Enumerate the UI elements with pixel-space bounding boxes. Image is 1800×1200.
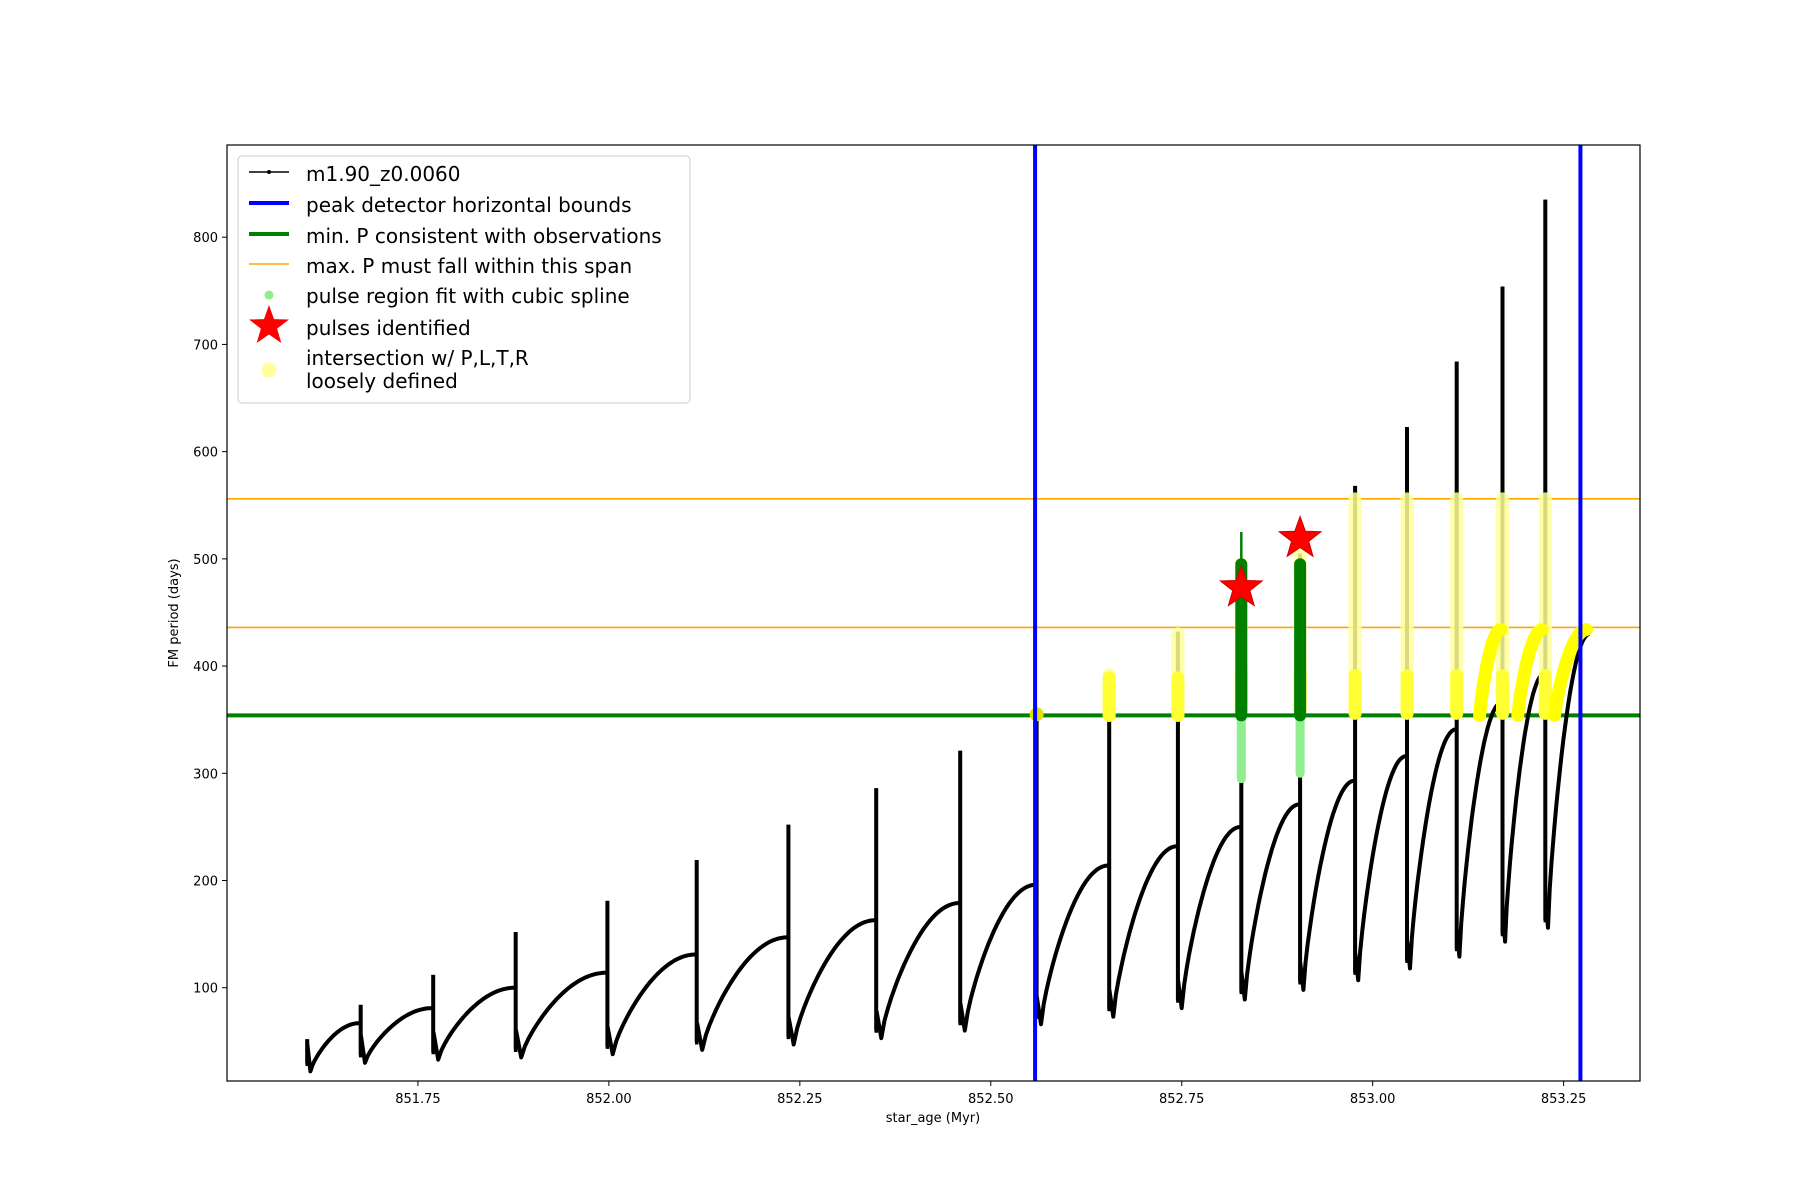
x-tick-label: 853.00 bbox=[1350, 1092, 1396, 1107]
legend-marker-intersection bbox=[261, 362, 277, 378]
track-segment bbox=[513, 932, 607, 1060]
legend-label-bounds: peak detector horizontal bounds bbox=[306, 193, 632, 217]
y-axis-label: FM period (days) bbox=[167, 558, 182, 667]
legend-box bbox=[237, 155, 691, 404]
x-tick-label: 853.25 bbox=[1541, 1092, 1587, 1107]
track-segment bbox=[694, 860, 788, 1052]
y-tick-label: 200 bbox=[193, 875, 218, 890]
x-tick-label: 851.75 bbox=[395, 1092, 441, 1107]
plot-area bbox=[227, 145, 1640, 1081]
y-axis-ticks: 100 200 300 400 500 600 700 800 bbox=[193, 231, 227, 997]
legend-label-pulses: pulses identified bbox=[306, 316, 471, 340]
y-tick-label: 700 bbox=[193, 338, 218, 353]
x-tick-label: 852.75 bbox=[1159, 1092, 1205, 1107]
x-axis-ticks: 851.75 852.00 852.25 852.50 852.75 853.00 853.… bbox=[395, 1081, 1586, 1107]
pulse-stars bbox=[1219, 515, 1323, 607]
y-tick-label: 600 bbox=[193, 446, 218, 461]
y-tick-label: 100 bbox=[193, 982, 218, 997]
legend-label-intersection-line2: loosely defined bbox=[306, 369, 458, 393]
track-segment bbox=[605, 900, 696, 1057]
track-segment bbox=[431, 974, 515, 1062]
track-segment bbox=[1353, 485, 1407, 983]
track-segment bbox=[958, 750, 1036, 1033]
track-segment bbox=[1107, 673, 1178, 1019]
track-segment bbox=[1034, 713, 1109, 1027]
y-tick-label: 800 bbox=[193, 231, 218, 246]
legend-label-min-period: min. P consistent with observations bbox=[306, 224, 662, 248]
track-segment bbox=[305, 1021, 360, 1074]
track-segment bbox=[1500, 286, 1545, 944]
x-axis-label: star_age (Myr) bbox=[886, 1111, 980, 1126]
pulse-star bbox=[1219, 564, 1264, 607]
bounds-lines bbox=[1033, 145, 1583, 1081]
intersection-curve bbox=[1473, 623, 1508, 722]
track-segment bbox=[786, 824, 876, 1047]
legend-marker-spline bbox=[264, 290, 274, 300]
y-tick-label: 500 bbox=[193, 553, 218, 568]
x-tick-label: 852.50 bbox=[968, 1092, 1014, 1107]
legend: m1.90_z0.0060 peak detector horizontal b… bbox=[237, 155, 691, 404]
track-segment bbox=[1239, 563, 1300, 1002]
legend-label-intersection: intersection w/ P,L,T,R bbox=[306, 346, 529, 370]
track-segment bbox=[1175, 631, 1241, 1011]
x-tick-label: 852.25 bbox=[777, 1092, 823, 1107]
legend-marker-pulses bbox=[249, 305, 289, 343]
legend-label-track: m1.90_z0.0060 bbox=[306, 162, 461, 186]
x-tick-label: 852.00 bbox=[586, 1092, 632, 1107]
y-tick-label: 300 bbox=[193, 767, 218, 782]
track-segment bbox=[1298, 553, 1355, 992]
plot-frame bbox=[226, 144, 1641, 1082]
pulse-star bbox=[1277, 515, 1323, 558]
legend-label-spline: pulse region fit with cubic spline bbox=[306, 284, 630, 308]
track-segment bbox=[1454, 361, 1503, 959]
legend-label-max-period: max. P must fall within this span bbox=[306, 254, 632, 278]
y-tick-label: 400 bbox=[193, 660, 218, 675]
legend-marker-track-dot bbox=[267, 170, 271, 174]
track-segment bbox=[874, 788, 960, 1041]
track-segment bbox=[1405, 427, 1457, 971]
intersection-curve bbox=[1511, 623, 1549, 722]
track-segment bbox=[358, 1004, 433, 1065]
